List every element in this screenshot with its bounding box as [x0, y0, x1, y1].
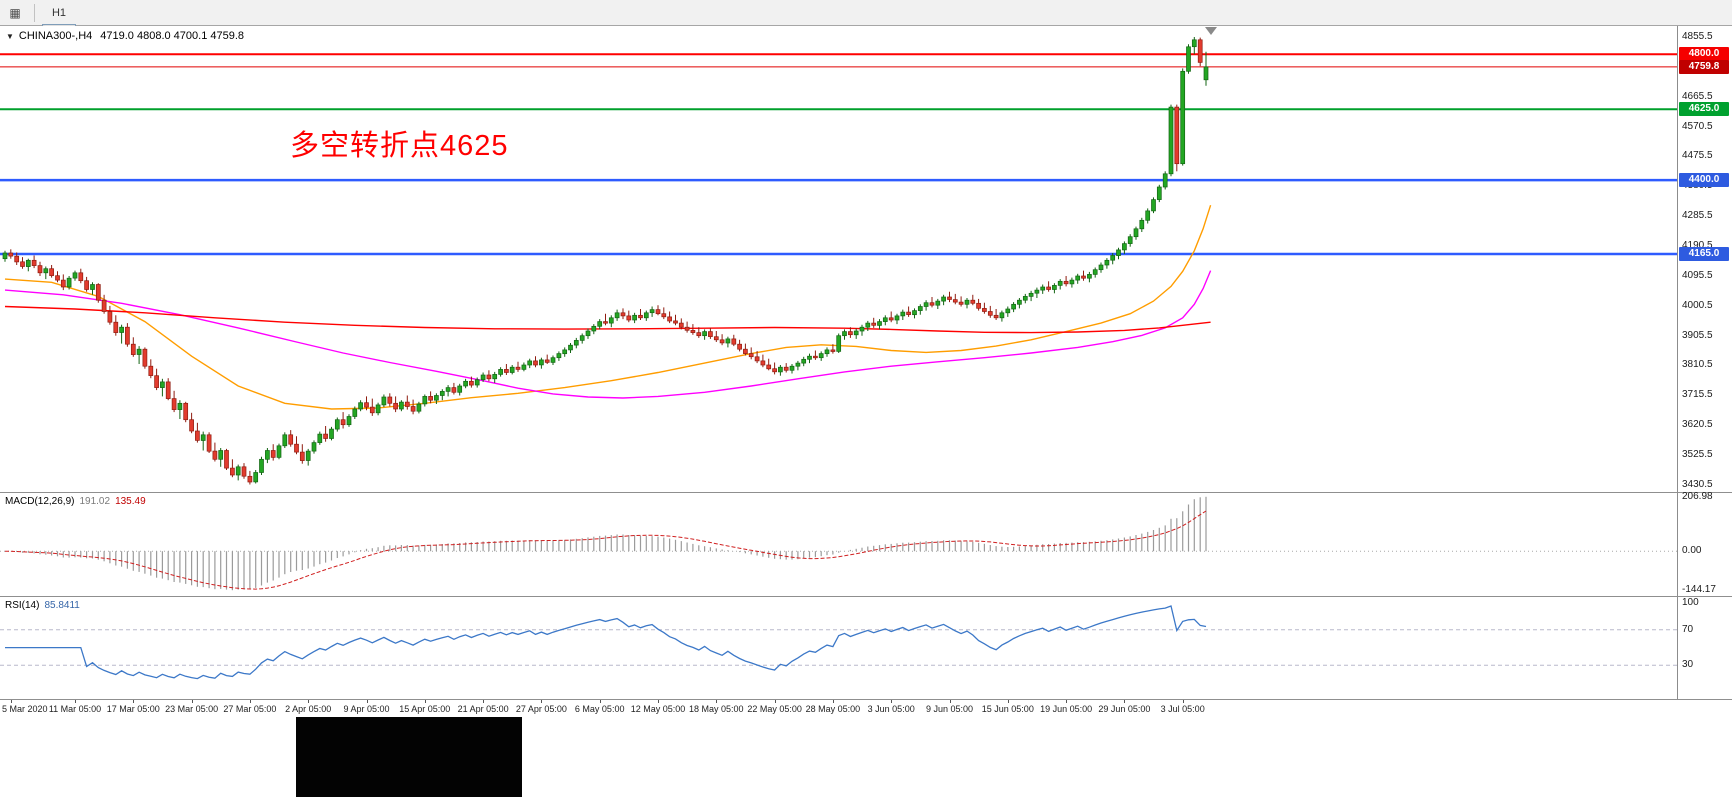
- price-label: 4475.5: [1682, 150, 1713, 162]
- time-tick: [949, 700, 951, 703]
- rsi-canvas[interactable]: [0, 597, 1677, 699]
- rsi-axis-label: 30: [1682, 659, 1694, 671]
- time-label: 19 Jun 05:00: [1040, 704, 1093, 714]
- time-label: 3 Jun 05:00: [867, 704, 915, 714]
- macd-label: MACD(12,26,9) 191.02 135.49: [5, 496, 146, 507]
- time-tick: [658, 700, 659, 703]
- rsi-axis-label: 100: [1682, 597, 1699, 609]
- time-tick: [75, 700, 76, 703]
- time-tick: [249, 700, 251, 703]
- macd-axis-label: 206.98: [1682, 490, 1713, 502]
- rsi-value: 85.8411: [44, 600, 80, 611]
- time-tick: [308, 700, 310, 703]
- time-label: 23 Mar 05:00: [165, 704, 219, 714]
- time-tick: [191, 700, 193, 703]
- price-chart-canvas[interactable]: [0, 26, 1677, 492]
- time-label: 5 Mar 2020: [2, 704, 48, 714]
- time-label: 11 Mar 05:00: [48, 704, 102, 714]
- price-label: 4000.5: [1682, 299, 1713, 311]
- price-tag-4800.0: 4800.0: [1679, 47, 1729, 62]
- time-label: 6 May 05:00: [574, 704, 625, 714]
- time-label: 9 Jun 05:00: [925, 704, 974, 714]
- price-tag-4759.8: 4759.8: [1679, 59, 1729, 74]
- price-label: 3715.5: [1682, 389, 1713, 401]
- time-tick: [1124, 700, 1126, 703]
- time-tick: [541, 700, 543, 703]
- rsi-axis-label: 70: [1682, 623, 1694, 635]
- main-chart-panel: ▼ CHINA300-,H4 4719.0 4808.0 4700.1 4759…: [0, 26, 1732, 492]
- time-tick: [832, 700, 834, 703]
- time-label: 15 Jun 05:00: [981, 704, 1034, 714]
- chart-shift-marker[interactable]: [1205, 27, 1217, 35]
- time-tick: [716, 700, 718, 703]
- toolbar-separator: [34, 3, 35, 22]
- time-label: 9 Apr 05:00: [343, 704, 390, 714]
- time-label: 21 Apr 05:00: [457, 704, 509, 714]
- bottom-dark-region: [296, 717, 522, 797]
- chart-title-symbol: CHINA300-,H4: [18, 30, 93, 42]
- time-label: 15 Apr 05:00: [399, 704, 451, 714]
- time-label: 17 Mar 05:00: [106, 704, 160, 714]
- macd-signal-value: 135.49: [115, 496, 146, 507]
- rsi-label: RSI(14) 85.8411: [5, 600, 80, 611]
- toolbar: ▤A▦✚▾ M1M5M15M30H1H4D1W1MN: [0, 0, 1732, 107]
- macd-main-value: 191.02: [79, 496, 111, 507]
- price-label: 4570.5: [1682, 120, 1713, 132]
- macd-name: MACD(12,26,9): [5, 496, 75, 507]
- macd-panel: MACD(12,26,9) 191.02 135.49 206.98 0.00 -144…: [0, 490, 1732, 596]
- time-tick: [366, 700, 368, 703]
- price-label: 4855.5: [1682, 30, 1713, 42]
- price-label: 4190.5: [1682, 240, 1713, 251]
- time-label: 29 Jun 05:00: [1098, 704, 1151, 714]
- chart-dropdown-icon[interactable]: ▼: [6, 31, 14, 41]
- chart-title-ohlc: 4719.0 4808.0 4700.1 4759.8: [100, 30, 245, 42]
- price-label: 3905.5: [1682, 329, 1713, 341]
- timeframe-button-h1[interactable]: H1: [51, 6, 67, 19]
- chart-title: ▼ CHINA300-,H4 4719.0 4808.0 4700.1 4759…: [6, 30, 244, 42]
- time-label: 12 May 05:00: [630, 704, 686, 714]
- price-label: 3810.5: [1682, 359, 1713, 371]
- template-icon[interactable]: ▦: [9, 5, 21, 20]
- macd-axis-label: 0.00: [1682, 545, 1702, 557]
- price-axis[interactable]: 4855.54760.54665.54570.54475.54380.54285…: [1677, 26, 1732, 492]
- rsi-name: RSI(14): [5, 600, 40, 611]
- macd-axis-label: -144.17: [1682, 584, 1716, 596]
- time-tick: [133, 700, 135, 703]
- price-label: 4095.5: [1682, 269, 1713, 281]
- price-label: 4285.5: [1682, 210, 1713, 222]
- time-label: 3 Jul 05:00: [1160, 704, 1205, 714]
- macd-canvas[interactable]: [0, 493, 1677, 596]
- time-tick: [483, 700, 485, 703]
- time-label: 18 May 05:00: [689, 704, 744, 714]
- time-label: 27 Mar 05:00: [223, 704, 277, 714]
- price-label: 4665.5: [1682, 90, 1713, 102]
- price-label: 3525.5: [1682, 449, 1713, 461]
- annotation-text[interactable]: 多空转折点4625: [290, 130, 509, 162]
- macd-axis[interactable]: 206.98 0.00 -144.17: [1677, 490, 1732, 596]
- time-tick: [1007, 700, 1009, 703]
- price-label: 3620.5: [1682, 419, 1713, 431]
- time-tick: [1182, 700, 1184, 703]
- price-tag-4400.0: 4400.0: [1679, 173, 1729, 188]
- time-label: 2 Apr 05:00: [285, 704, 332, 714]
- time-tick: [774, 700, 776, 703]
- time-label: 22 May 05:00: [747, 704, 802, 714]
- price-label: 3430.5: [1682, 478, 1713, 490]
- rsi-panel: RSI(14) 85.8411 100 70 30: [0, 596, 1732, 699]
- time-label: 27 Apr 05:00: [515, 704, 567, 714]
- time-tick: [599, 700, 601, 703]
- time-axis[interactable]: 5 Mar 2020 11 Mar 05:00 17 Mar 05:00 23 Mar…: [0, 699, 1732, 716]
- time-tick: [891, 700, 893, 703]
- price-tag-4625.0: 4625.0: [1679, 102, 1729, 117]
- time-tick: [10, 700, 12, 703]
- time-label: 28 May 05:00: [805, 704, 861, 714]
- time-tick: [424, 700, 426, 703]
- price-tag-4165.0: 4165.0: [1679, 247, 1729, 261]
- time-tick: [1066, 700, 1068, 703]
- rsi-axis[interactable]: 100 70 30: [1677, 597, 1732, 699]
